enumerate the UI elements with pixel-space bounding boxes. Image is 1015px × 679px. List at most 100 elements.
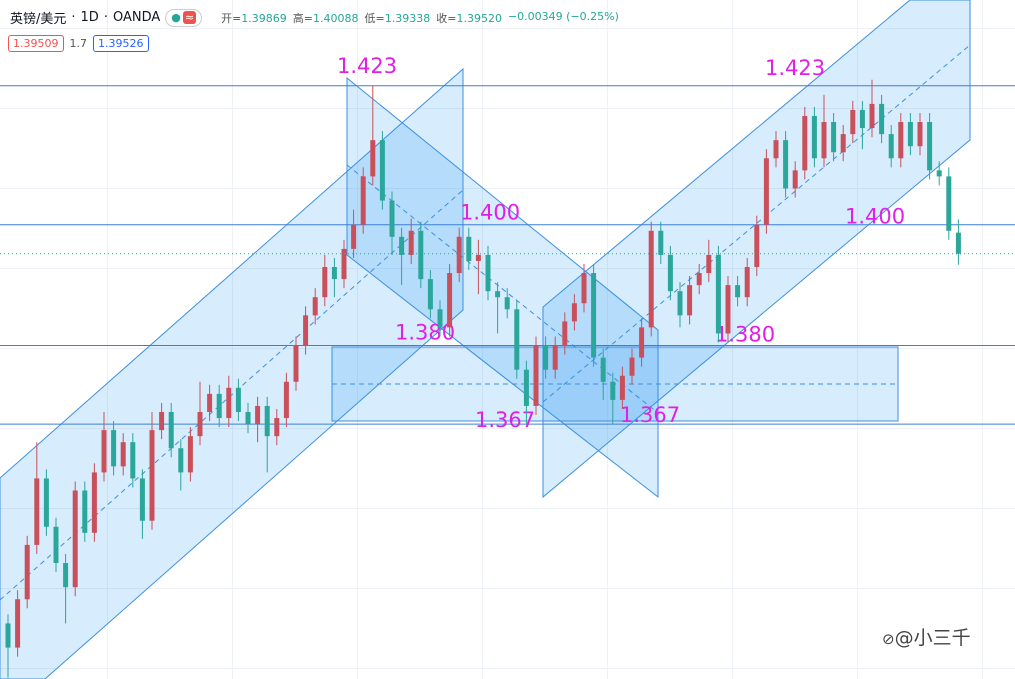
candle-body [955, 232, 961, 254]
candle-body [53, 526, 59, 564]
candle-body [821, 122, 827, 159]
ohlc-item: 高=1.40088 [293, 10, 359, 26]
candle-body [447, 273, 453, 328]
candle-body [735, 285, 741, 298]
candle-body [187, 436, 193, 473]
source: OANDA [112, 10, 161, 25]
candle-body [475, 254, 481, 261]
candle-body [744, 267, 750, 298]
ohlc-item: 收=1.39520 [436, 10, 502, 26]
candle-body [437, 309, 443, 328]
falling-channel [346, 76, 659, 499]
candle-body [859, 109, 865, 129]
delay-icon: ≈ [182, 11, 197, 24]
candle-body [754, 224, 760, 268]
candle-body [82, 490, 88, 533]
candle-body [264, 405, 270, 437]
ohlc-label: 开= [221, 11, 242, 25]
candle-body [619, 375, 625, 400]
candle-body [130, 442, 136, 479]
candle-body [351, 224, 357, 249]
watermark: ⊘@小三千 [882, 623, 971, 650]
ohlc-value: 1.40088 [313, 11, 359, 25]
candle-body [43, 478, 49, 527]
candle-body [715, 254, 721, 334]
candle-body [917, 122, 923, 147]
candle-body [888, 134, 894, 159]
candle-body [303, 315, 309, 346]
candle-body [667, 254, 673, 292]
candle-body [840, 134, 846, 153]
separator: · [71, 10, 76, 25]
candle-body [783, 140, 789, 189]
candle-body [63, 563, 69, 588]
candle-body [504, 297, 510, 310]
symbol: 英镑/美元 [10, 12, 67, 27]
candle-body [139, 478, 145, 521]
level-label: 1.367 [620, 403, 680, 427]
candle-body [648, 230, 654, 328]
candle-body [696, 273, 702, 286]
candle-body [197, 411, 203, 437]
candle-body [379, 140, 385, 201]
candle-body [571, 303, 577, 322]
candle-body [149, 430, 155, 521]
candle-body [936, 170, 942, 177]
market-dot: ● [171, 11, 181, 24]
level-label: 1.423 [765, 56, 825, 80]
watermark-icon: ⊘ [882, 630, 895, 648]
candle-body [168, 411, 174, 449]
candle-body [216, 393, 222, 419]
candle-body [178, 448, 184, 473]
candle-body [427, 279, 433, 310]
candle-body [312, 297, 318, 316]
candle-body [456, 236, 462, 274]
sell-price[interactable]: 1.39509 [8, 35, 64, 52]
candle-body [5, 623, 11, 648]
candles [5, 79, 961, 678]
candle-body [562, 321, 568, 346]
candle-body [101, 430, 107, 473]
ohlc-item: 低=1.39338 [365, 10, 431, 26]
candle-body [360, 176, 366, 225]
candle-body [72, 490, 78, 588]
candle-body [34, 478, 40, 545]
candle-body [552, 345, 558, 370]
channel-midline [542, 44, 971, 403]
candle-body [792, 170, 798, 189]
candle-body [658, 230, 664, 255]
candle-body [370, 140, 376, 177]
candle-body [523, 369, 529, 406]
candle-body [207, 393, 213, 412]
candle-body [600, 357, 606, 382]
status-badge[interactable]: ● ≈ [165, 8, 203, 27]
ohlc-item: 开=1.39869 [221, 10, 287, 26]
legend-header: 英镑/美元 · 1D · OANDA ● ≈ 开=1.39869 高=1.40088 低=… [10, 8, 619, 27]
trade-row: 1.39509 1.7 1.39526 [8, 35, 149, 52]
candle-body [293, 345, 299, 382]
candle-body [725, 285, 731, 334]
candle-body [111, 430, 117, 467]
candle-body [946, 176, 952, 231]
candle-body [159, 411, 165, 431]
candle-body [91, 472, 97, 533]
candle-body [907, 122, 913, 147]
level-label: 1.380 [395, 321, 455, 345]
candle-body [687, 285, 693, 316]
candle-body [543, 345, 549, 370]
interval: 1D [80, 10, 99, 25]
candle-body [773, 140, 779, 159]
ohlc-value: 1.39520 [456, 11, 502, 25]
candle-body [869, 103, 875, 129]
ohlc-label: 收= [436, 11, 457, 25]
candle-body [331, 267, 337, 280]
candle-body [610, 381, 616, 400]
level-label: 1.400 [845, 205, 905, 229]
candle-body [389, 200, 395, 237]
ohlc-value: 1.39338 [384, 11, 431, 25]
buy-price[interactable]: 1.39526 [93, 35, 149, 52]
channel-midline [346, 164, 659, 414]
candle-body [898, 122, 904, 159]
candle-body [591, 273, 597, 358]
candle-body [226, 387, 232, 419]
